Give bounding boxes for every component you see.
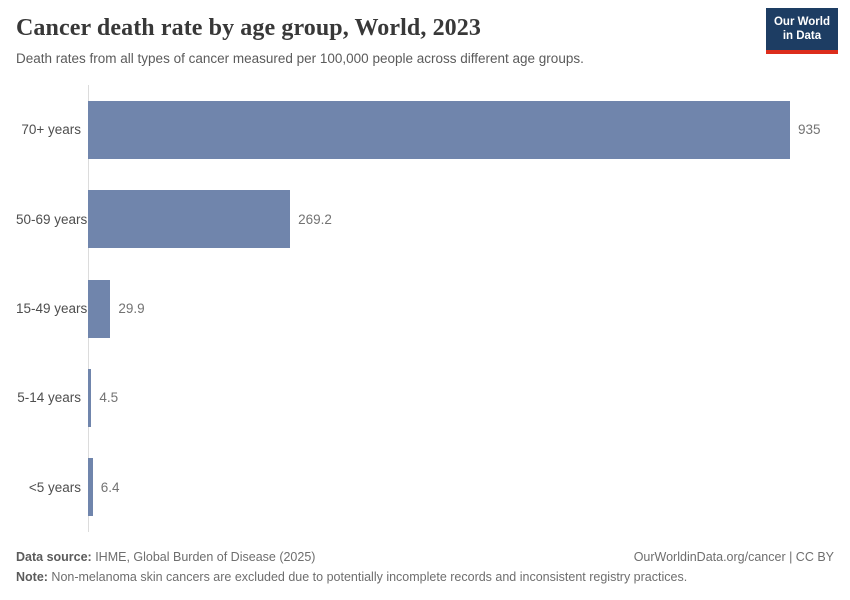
bar-track: 4.5: [88, 368, 834, 427]
bar-row: 70+ years 935: [16, 85, 834, 174]
data-source-label: Data source:: [16, 550, 92, 564]
owid-logo-line2: in Data: [782, 30, 822, 43]
footer-row-1: Data source: IHME, Global Burden of Dise…: [16, 547, 834, 567]
bar-row: 15-49 years 29.9: [16, 264, 834, 353]
owid-url-link[interactable]: OurWorldinData.org/cancer | CC BY: [633, 550, 834, 564]
category-label: 5-14 years: [17, 390, 81, 406]
bar[interactable]: [88, 100, 790, 159]
chart-subtitle: Death rates from all types of cancer mea…: [16, 50, 584, 66]
value-label: 269.2: [298, 211, 332, 227]
value-label: 29.9: [118, 301, 145, 317]
bar-track: 6.4: [88, 458, 834, 517]
value-label: 935: [798, 122, 821, 138]
bar[interactable]: [88, 458, 93, 517]
bar-row: <5 years 6.4: [16, 443, 834, 532]
bar-row: 5-14 years 4.5: [16, 353, 834, 442]
footer-row-2: Note: Non-melanoma skin cancers are excl…: [16, 567, 834, 587]
note-label: Note:: [16, 570, 48, 584]
bar-track: 269.2: [88, 190, 834, 249]
chart-header: Cancer death rate by age group, World, 2…: [0, 0, 850, 71]
owid-logo-line1: Our World: [773, 16, 830, 28]
note-line: Note: Non-melanoma skin cancers are excl…: [16, 567, 687, 587]
bar[interactable]: [88, 190, 291, 249]
category-label: 50-69 years: [16, 211, 88, 227]
category-label: 70+ years: [21, 122, 81, 138]
page-title: Cancer death rate by age group, World, 2…: [16, 15, 481, 41]
bar[interactable]: [88, 279, 111, 338]
plot-rows: 70+ years 935 50-69 years 269.2 15-49 years 2…: [16, 85, 834, 532]
value-label: 6.4: [100, 479, 120, 495]
bar-track: 29.9: [88, 279, 834, 338]
category-label: <5 years: [28, 479, 81, 495]
chart-footer: Data source: IHME, Global Burden of Dise…: [16, 547, 834, 587]
category-label: 15-49 years: [16, 301, 88, 317]
bar-row: 50-69 years 269.2: [16, 174, 834, 263]
note-value: Non-melanoma skin cancers are excluded d…: [47, 570, 688, 584]
bar-track: 935: [88, 100, 834, 159]
owid-logo: Our World in Data: [765, 8, 838, 54]
data-source-value: IHME, Global Burden of Disease (2025): [91, 550, 316, 564]
bar[interactable]: [88, 368, 92, 427]
value-label: 4.5: [99, 390, 119, 406]
bar-chart: 70+ years 935 50-69 years 269.2 15-49 years 2…: [16, 85, 834, 532]
data-source-line: Data source: IHME, Global Burden of Dise…: [16, 547, 315, 567]
